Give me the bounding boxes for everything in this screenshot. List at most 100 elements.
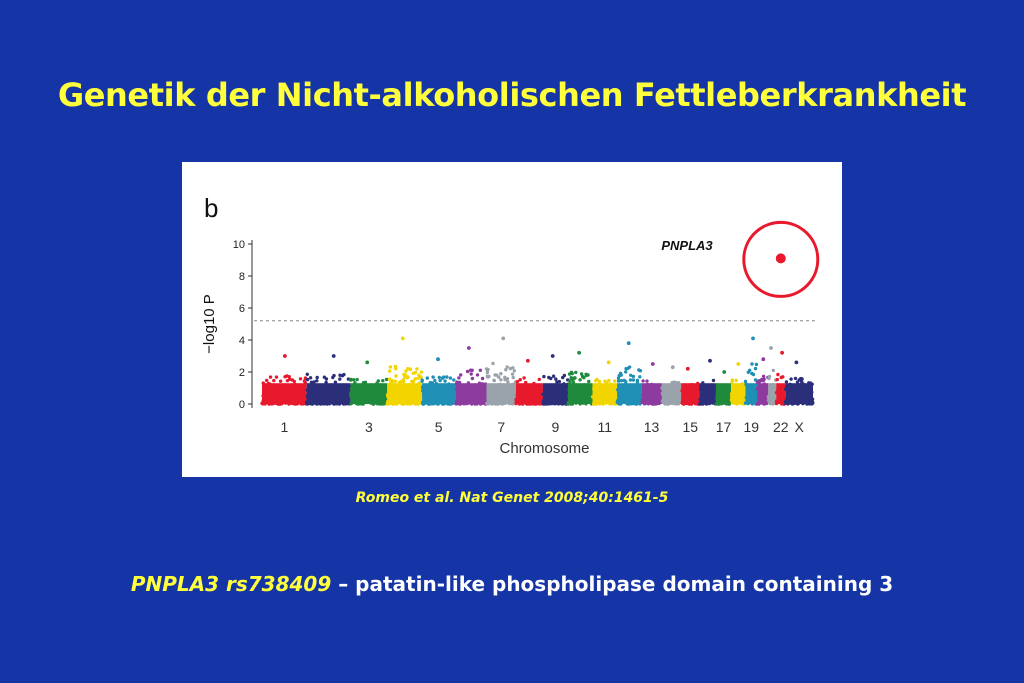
snp-point xyxy=(394,367,398,371)
snp-point xyxy=(411,371,415,375)
x-tick-label: 13 xyxy=(644,419,660,435)
snp-peak-point xyxy=(780,350,784,355)
snp-peak-point xyxy=(708,358,712,363)
snp-point xyxy=(384,377,389,382)
snp-density-band xyxy=(731,383,746,404)
highlight-circle xyxy=(742,220,820,298)
snp-point xyxy=(549,376,553,381)
snp-point xyxy=(555,380,559,384)
snp-density-band xyxy=(542,383,568,404)
snp-peak-point xyxy=(365,360,370,365)
snp-density-band xyxy=(486,383,516,404)
snp-point xyxy=(734,378,738,383)
chromosome-15-points xyxy=(680,366,701,406)
chromosome-2-points xyxy=(305,354,352,406)
snp-point xyxy=(499,378,503,382)
snp-point xyxy=(388,369,392,373)
snp-point xyxy=(776,372,780,377)
chromosome-X-points xyxy=(783,360,815,406)
snp-point xyxy=(292,379,296,384)
y-tick-label: 4 xyxy=(239,335,245,347)
snp-point xyxy=(711,378,716,383)
snp-point xyxy=(491,361,495,366)
y-axis-label: −log10 P xyxy=(201,294,218,354)
x-tick-label: 5 xyxy=(435,419,443,435)
snp-peak-point xyxy=(283,354,287,358)
snp-point xyxy=(388,365,393,369)
snp-density-band xyxy=(661,383,681,404)
snp-point xyxy=(767,376,771,381)
snp-point xyxy=(641,379,645,383)
snp-point xyxy=(309,380,314,384)
chromosome-11-points xyxy=(590,360,619,406)
snp-point xyxy=(342,372,346,377)
snp-point xyxy=(355,377,359,382)
snp-point xyxy=(506,380,510,384)
snp-point xyxy=(771,368,775,373)
snp-point xyxy=(587,379,591,384)
snp-peak-point xyxy=(670,365,675,370)
snp-point xyxy=(505,377,510,381)
x-tick-label: 7 xyxy=(497,419,505,435)
snp-point xyxy=(376,379,380,383)
chromosome-5-points xyxy=(420,357,457,406)
snp-point xyxy=(619,379,624,383)
snp-peak-point xyxy=(685,366,690,371)
snp-point xyxy=(406,367,410,371)
snp-density-band xyxy=(715,383,732,404)
snp-point xyxy=(448,376,453,380)
snp-density-band xyxy=(757,383,769,404)
snp-point xyxy=(265,378,269,383)
snp-point xyxy=(616,379,621,383)
snp-density-band xyxy=(350,383,388,404)
chromosome-21-points xyxy=(766,346,778,406)
snp-point xyxy=(415,367,419,371)
x-tick-label: 19 xyxy=(743,419,759,435)
snp-point xyxy=(568,379,572,383)
snp-point xyxy=(631,374,636,379)
x-tick-label: 22 xyxy=(773,419,789,435)
snp-point xyxy=(743,379,748,384)
snp-point xyxy=(283,375,287,379)
snp-point xyxy=(511,375,515,380)
snp-point xyxy=(645,379,649,383)
snp-point xyxy=(478,368,483,372)
snp-point xyxy=(554,377,558,381)
snp-point xyxy=(622,378,626,383)
snp-point xyxy=(381,379,385,383)
snp-density-band xyxy=(592,383,618,404)
snp-point xyxy=(557,379,562,384)
snp-point xyxy=(511,366,515,370)
chromosome-17-points xyxy=(714,370,733,406)
snp-density-band xyxy=(699,383,716,404)
y-tick-label: 10 xyxy=(233,239,245,251)
snp-point xyxy=(437,375,441,380)
pnpla3-top-hit-point xyxy=(775,253,786,264)
snp-point xyxy=(537,377,541,382)
y-tick-label: 6 xyxy=(239,303,245,315)
chromosome-12-points xyxy=(615,341,643,406)
snp-density-band xyxy=(776,383,786,404)
x-tick-label: 3 xyxy=(365,419,373,435)
snp-point xyxy=(762,378,766,382)
snp-point xyxy=(626,366,630,371)
snp-point xyxy=(578,378,582,382)
snp-point xyxy=(574,370,578,375)
snp-point xyxy=(603,379,607,383)
snp-peak-point xyxy=(467,346,471,350)
chromosome-16-points xyxy=(698,358,718,406)
snp-density-band xyxy=(681,383,700,404)
snp-point xyxy=(607,378,611,383)
snp-point xyxy=(419,370,424,374)
snp-point xyxy=(793,376,798,381)
snp-point xyxy=(272,378,276,383)
footer-caption: PNPLA3 rs738409 – patatin-like phospholi… xyxy=(0,572,1024,596)
snp-point xyxy=(486,367,490,372)
snp-point xyxy=(518,378,522,382)
snp-point xyxy=(781,375,785,379)
snp-peak-point xyxy=(436,357,440,362)
snp-point xyxy=(408,367,413,371)
snp-point xyxy=(302,379,307,383)
snp-density-band xyxy=(745,383,758,404)
